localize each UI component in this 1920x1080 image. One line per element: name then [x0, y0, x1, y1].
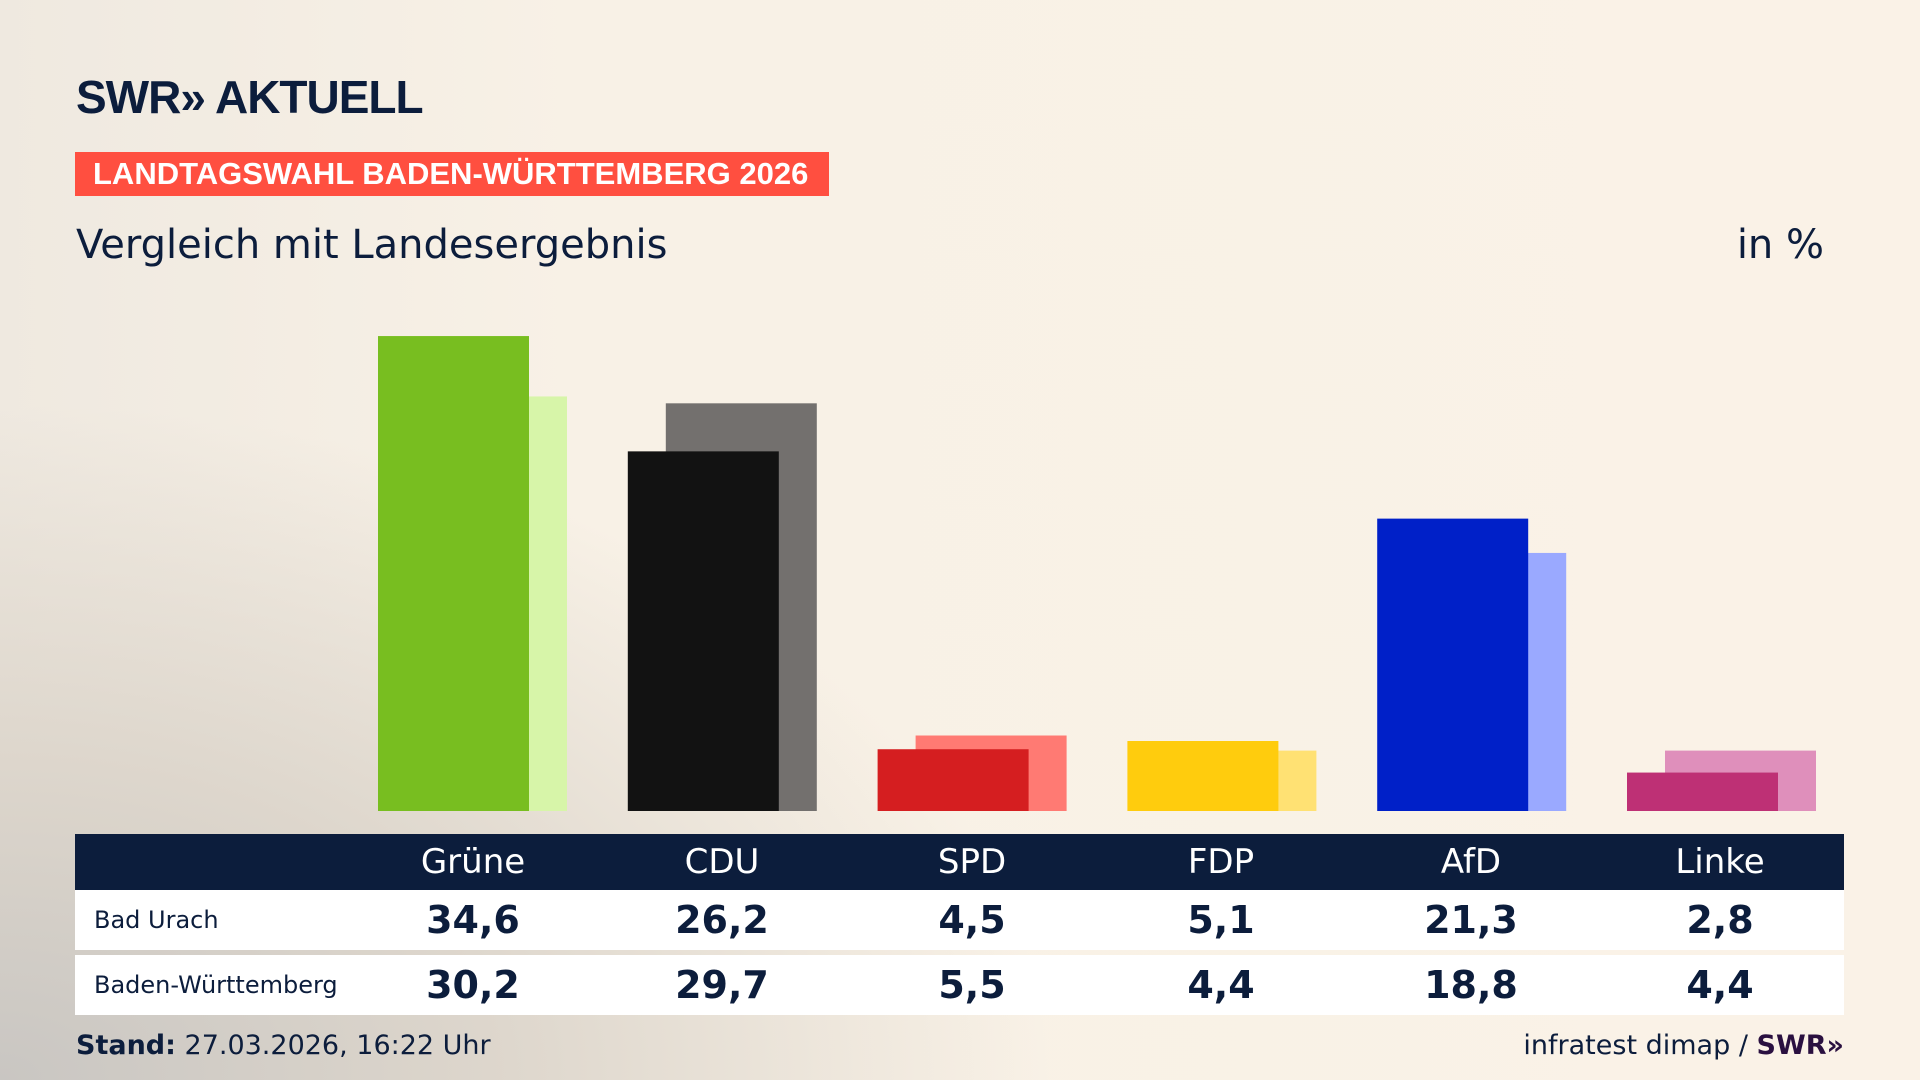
column-header: FDP — [1187, 842, 1255, 882]
data-label: 5,1 — [1187, 898, 1255, 942]
column-header: Linke — [1675, 842, 1765, 882]
unit-label: in % — [1736, 222, 1824, 268]
results-table: Grüne CDU SPD FDP AfD Linke Bad Urach 34,6 26,… — [75, 834, 1844, 1015]
source: infratest dimap / SWR» — [1523, 1030, 1844, 1061]
data-label: 4,5 — [938, 898, 1006, 942]
stand-label: Stand: — [76, 1030, 176, 1061]
data-label: 21,3 — [1424, 898, 1518, 942]
table-header: Grüne CDU SPD FDP AfD Linke — [75, 834, 1844, 890]
table-row: Baden-Württemberg 30,2 29,7 5,5 4,4 18,8 4,4 — [75, 955, 1844, 1015]
data-label: 18,8 — [1424, 963, 1518, 1007]
timestamp: Stand: 27.03.2026, 16:22 Uhr — [76, 1030, 491, 1061]
swr-aktuell-logo: SWR» AKTUELL — [76, 71, 424, 123]
bar-spd-local — [877, 749, 1029, 811]
data-label: 26,2 — [675, 898, 769, 942]
column-header: Grüne — [420, 842, 526, 882]
election-banner: LANDTAGSWAHL BADEN-WÜRTTEMBERG 2026 — [75, 152, 829, 196]
bar-gruene-local — [378, 336, 529, 811]
row-label: Bad Urach — [94, 906, 219, 934]
source-text: infratest dimap / — [1523, 1030, 1748, 1061]
data-label: 4,4 — [1686, 963, 1754, 1007]
data-label: 5,5 — [938, 963, 1006, 1007]
stand-value: 27.03.2026, 16:22 Uhr — [184, 1030, 491, 1061]
bar-afd-local — [1377, 518, 1529, 811]
data-label: 2,8 — [1686, 898, 1754, 942]
data-label: 30,2 — [426, 963, 520, 1007]
data-label: 4,4 — [1187, 963, 1255, 1007]
column-header: CDU — [684, 842, 760, 882]
column-header: AfD — [1440, 842, 1502, 882]
bar-linke-local — [1627, 772, 1778, 811]
data-label: 34,6 — [426, 898, 520, 942]
table-row: Bad Urach 34,6 26,2 4,5 5,1 21,3 2,8 — [75, 890, 1844, 950]
bar-cdu-local — [627, 451, 779, 811]
swr-logo: SWR» — [1756, 1030, 1844, 1061]
data-label: 29,7 — [675, 963, 769, 1007]
row-label: Baden-Württemberg — [94, 971, 338, 999]
column-header: SPD — [937, 842, 1007, 882]
bar-fdp-local — [1127, 740, 1279, 811]
chart-subtitle: Vergleich mit Landesergebnis — [76, 222, 668, 268]
